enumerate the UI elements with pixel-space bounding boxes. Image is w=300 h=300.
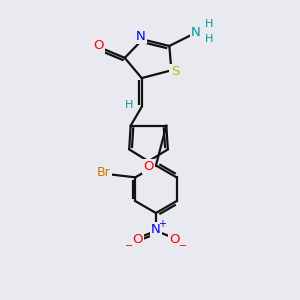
Text: +: + [158,219,166,229]
Text: N: N [151,223,161,236]
Text: Br: Br [97,167,110,179]
Text: O: O [169,233,180,246]
Text: H: H [205,34,214,44]
Text: H: H [205,19,214,29]
Text: O: O [93,40,104,52]
Text: N: N [136,30,146,43]
Text: −: − [178,241,187,251]
Text: N: N [191,26,201,39]
Text: −: − [125,241,133,251]
Text: S: S [171,65,179,78]
Text: H: H [125,100,134,110]
Text: O: O [132,233,142,246]
Text: O: O [143,160,154,173]
